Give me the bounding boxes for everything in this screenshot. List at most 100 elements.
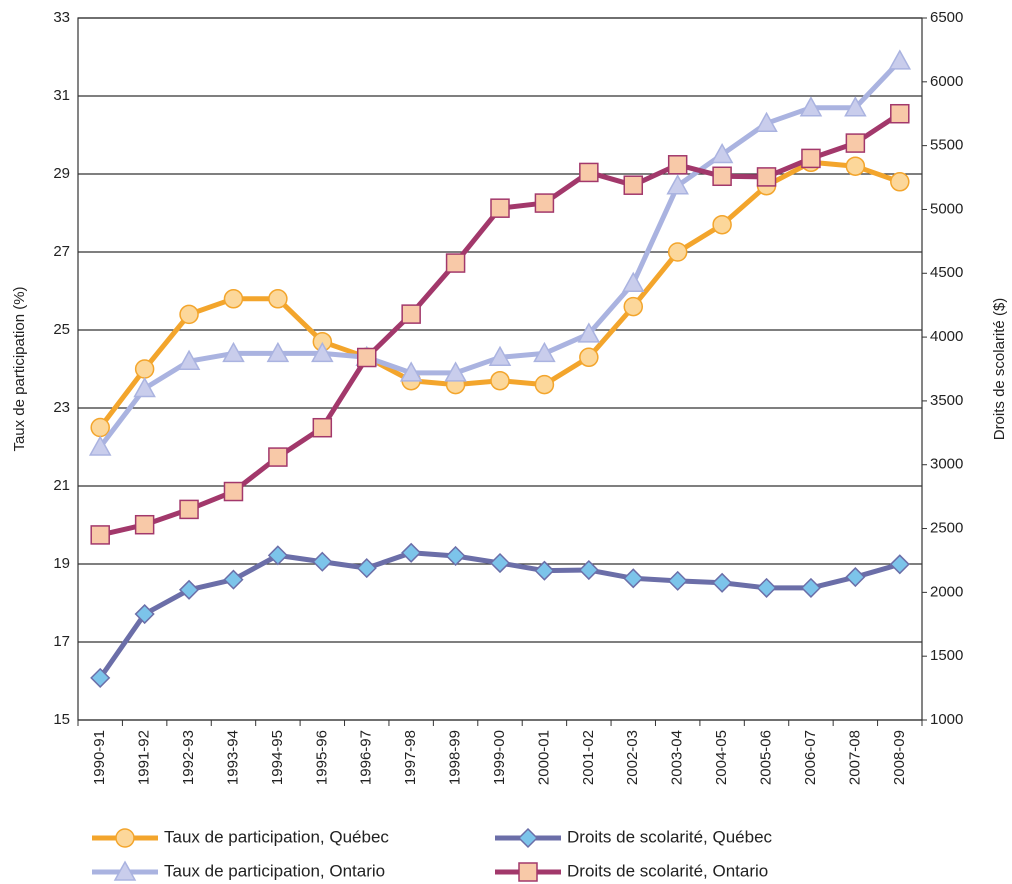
x-tick-label: 1994-95 [269,730,286,785]
data-point [356,347,377,368]
data-point [90,525,110,545]
data-point [533,341,556,363]
data-point [799,96,823,117]
x-tick-label: 2001-02 [580,730,597,785]
data-point [579,347,599,368]
data-point [311,341,334,363]
plot-frame [77,17,923,721]
data-point [90,417,110,438]
y-tick-label: 23 [53,399,70,416]
x-tick-label: 2005-06 [757,730,774,785]
data-point [445,253,466,273]
data-point [134,359,155,379]
data-point [845,566,866,588]
data-point [623,175,644,195]
data-point [88,435,112,456]
y2-tick-label: 1000 [930,711,963,728]
data-point [177,349,201,370]
legend-marker [517,827,539,849]
data-point [712,214,732,235]
y-tick-label: 17 [53,633,70,650]
y-tick-label: 21 [53,477,70,494]
data-point [756,577,777,598]
y2-axis-label: Droits de scolarité ($) [991,298,1008,441]
x-tick-label: 1993-94 [224,730,241,785]
data-point [845,133,866,153]
x-tick-label: 1992-93 [180,730,197,785]
x-tick-label: 2007-08 [846,730,863,785]
data-point [133,376,156,398]
y-tick-label: 19 [53,555,70,572]
y-tick-label: 29 [53,165,70,182]
x-tick-label: 2000-01 [535,730,552,785]
x-tick-label: 1997-98 [402,730,419,785]
y-tick-label: 27 [53,243,70,260]
data-point [623,296,644,317]
legend-marker [518,862,538,882]
y-axis-label: Taux de participation (%) [11,286,28,451]
data-point [577,322,601,343]
x-tick-label: 1995-96 [313,730,330,785]
x-tick-label: 2003-04 [669,730,686,785]
data-point [621,271,645,292]
data-point [667,570,688,591]
legend-label: Taux de participation, Ontario [164,861,385,880]
x-tick-label: 1999-00 [491,730,508,785]
data-point [90,667,111,688]
legend-marker [115,828,135,848]
data-point [534,560,555,581]
y2-tick-label: 1500 [930,647,963,664]
data-point [222,341,245,363]
y2-tick-label: 6000 [930,73,963,90]
data-point [401,304,421,324]
x-tick-label: 1990-91 [91,730,108,785]
data-point [490,370,510,391]
y2-tick-label: 4000 [930,328,963,345]
x-tick-label: 1996-97 [358,730,375,785]
data-point [178,579,200,600]
x-tick-label: 1998-99 [447,730,464,785]
x-tick-label: 2002-03 [624,730,641,785]
y2-tick-label: 5000 [930,200,963,217]
data-point [267,545,288,566]
y-tick-label: 25 [53,321,70,338]
y2-tick-label: 4500 [930,264,963,281]
data-point [445,545,466,567]
data-point [134,514,155,535]
data-point [488,345,512,367]
y2-tick-label: 2000 [930,583,963,600]
data-point [401,542,422,563]
data-point [266,341,290,363]
y2-tick-label: 3000 [930,456,963,473]
data-point [800,577,822,598]
data-point [223,289,244,309]
data-point [490,198,510,218]
x-tick-label: 2006-07 [802,730,819,785]
data-point [889,554,910,575]
data-point [712,166,732,187]
data-point [623,568,644,589]
data-point [844,96,867,117]
y-tick-label: 33 [53,9,70,26]
data-point [489,552,511,574]
x-tick-label: 2008-09 [891,730,908,785]
data-point [399,361,423,382]
data-point [801,148,821,169]
data-point [444,361,467,382]
data-point [312,417,333,438]
data-point [179,304,199,325]
data-point [890,103,910,124]
data-point [667,155,688,175]
y2-tick-label: 5500 [930,137,963,154]
data-point [579,162,599,183]
x-tick-label: 1991-92 [136,730,153,785]
data-point [534,193,555,213]
data-point [666,174,689,195]
data-point [312,551,333,572]
data-point [179,499,199,520]
legend-label: Droits de scolarité, Ontario [567,861,768,880]
data-point [134,604,155,625]
data-point [756,167,777,187]
data-point [268,289,288,309]
